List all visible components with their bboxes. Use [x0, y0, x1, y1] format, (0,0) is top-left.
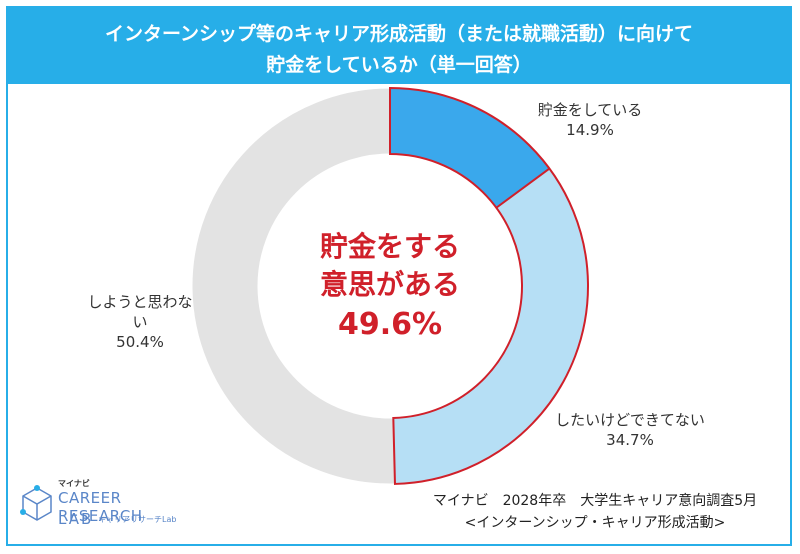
source-line2: <インターンシップ・キャリア形成活動>: [464, 515, 726, 531]
center-line1: 貯金をする: [319, 230, 460, 263]
center-line2: 意思がある: [319, 268, 460, 301]
slice-label-saving: 貯金をしている 14.9%: [520, 100, 660, 140]
career-research-lab-logo: マイナビ CAREER RESEARCH LAB キャリアリサーチLab: [20, 478, 210, 538]
slice-label-no-name-2: い: [132, 313, 148, 331]
logo-brand: マイナビ: [58, 479, 90, 488]
logo-sub: キャリアリサーチLab: [98, 515, 177, 524]
logo-line2: LAB: [58, 510, 94, 528]
source-line1: マイナビ 2028年卒 大学生キャリア意向調査5月: [432, 493, 758, 509]
slice-label-want: したいけどできてない 34.7%: [540, 410, 720, 450]
center-value: 49.6%: [337, 307, 443, 342]
logo-line1: CAREER RESEARCH: [58, 489, 143, 525]
slice-label-saving-value: 14.9%: [566, 121, 614, 139]
center-callout: 貯金をする 意思がある 49.6%: [290, 228, 490, 346]
slice-label-no-value: 50.4%: [116, 333, 164, 351]
slice-label-want-name: したいけどできてない: [555, 411, 705, 429]
slice-label-no-name-1: しようと思わな: [87, 293, 193, 311]
slice-label-want-value: 34.7%: [606, 431, 654, 449]
slice-label-saving-name: 貯金をしている: [537, 101, 643, 119]
slice-no: [191, 87, 396, 485]
slice-label-no: しようと思わな い 50.4%: [70, 292, 210, 352]
chart-title-line2: 貯金をしているか（単一回答）: [266, 54, 532, 76]
cube-icon: [20, 485, 52, 521]
chart-header: インターンシップ等のキャリア形成活動（または就職活動）に向けて 貯金をしているか…: [8, 8, 790, 84]
highlight-divider: [495, 167, 551, 209]
chart-title-line1: インターンシップ等のキャリア形成活動（または就職活動）に向けて: [104, 23, 694, 45]
